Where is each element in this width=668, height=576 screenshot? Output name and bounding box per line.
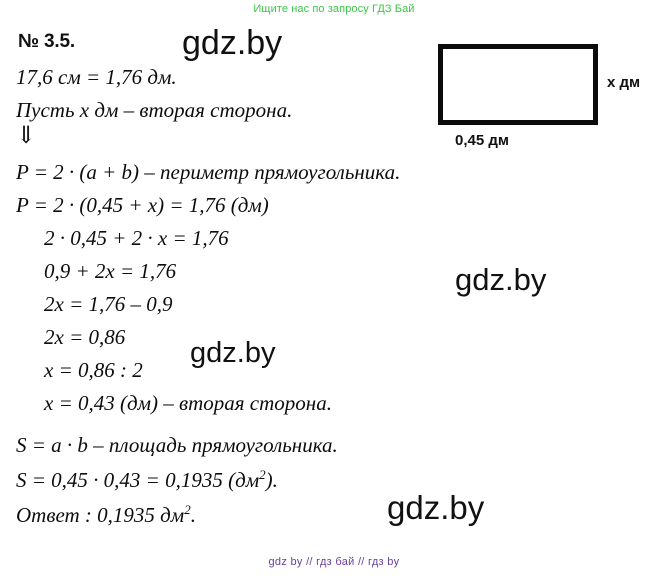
solution-line-step-simplify: 0,9 + 2x = 1,76 xyxy=(44,259,177,283)
solution-line-conversion: 17,6 см = 1,76 дм. xyxy=(16,65,177,89)
solution-line-arrow: ⇓ xyxy=(16,123,37,149)
solution-line-step-move: 2x = 1,76 – 0,9 xyxy=(44,292,173,316)
solution-line-step-result: 2x = 0,86 xyxy=(44,325,126,349)
watermark-gdz-top: gdz.by xyxy=(182,24,283,62)
promo-text: Ищите нас по запросу ГДЗ Бай xyxy=(253,3,415,15)
footer-bar: gdz by // гдз бай // гдз by xyxy=(0,552,668,570)
footer-text: gdz by // гдз бай // гдз by xyxy=(268,556,400,568)
solution-line-step-divide: x = 0,86 : 2 xyxy=(44,358,143,382)
solution-line-perimeter-substitute: P = 2 · (0,45 + x) = 1,76 (дм) xyxy=(16,193,269,217)
area-calc-suffix: ). xyxy=(265,468,278,492)
solution-line-area-formula: S = a · b – площадь прямоугольника. xyxy=(16,433,338,457)
rectangle-width-label: 0,45 дм xyxy=(455,132,509,149)
answer-suffix: . xyxy=(190,503,196,527)
watermark-gdz-right: gdz.by xyxy=(455,262,547,297)
solution-line-perimeter-formula: P = 2 · (a + b) – периметр прямоугольник… xyxy=(16,160,401,184)
area-calc-prefix: S = 0,45 · 0,43 = 0,1935 (дм xyxy=(16,468,260,492)
exercise-number: № 3.5. xyxy=(18,31,75,52)
watermark-gdz-middle: gdz.by xyxy=(190,337,276,369)
promo-bar: Ищите нас по запросу ГДЗ Бай xyxy=(0,0,668,16)
solution-line-answer: Ответ : 0,1935 дм2. xyxy=(16,503,196,528)
solution-line-step-x-value: x = 0,43 (дм) – вторая сторона. xyxy=(44,391,332,415)
area-calc-exponent: 2 xyxy=(259,467,266,482)
rectangle-figure: x дм 0,45 дм xyxy=(438,44,640,149)
rectangle-height-label: x дм xyxy=(607,74,641,91)
solution-line-step-expand: 2 · 0,45 + 2 · x = 1,76 xyxy=(44,226,229,250)
rectangle-shape xyxy=(438,44,598,125)
answer-exponent: 2 xyxy=(184,502,191,517)
solution-line-area-calc: S = 0,45 · 0,43 = 0,1935 (дм2). xyxy=(16,468,278,493)
solution-line-let-statement: Пусть x дм – вторая сторона. xyxy=(16,98,293,122)
watermark-gdz-bottom: gdz.by xyxy=(387,489,485,526)
answer-prefix: Ответ : 0,1935 дм xyxy=(16,503,185,527)
